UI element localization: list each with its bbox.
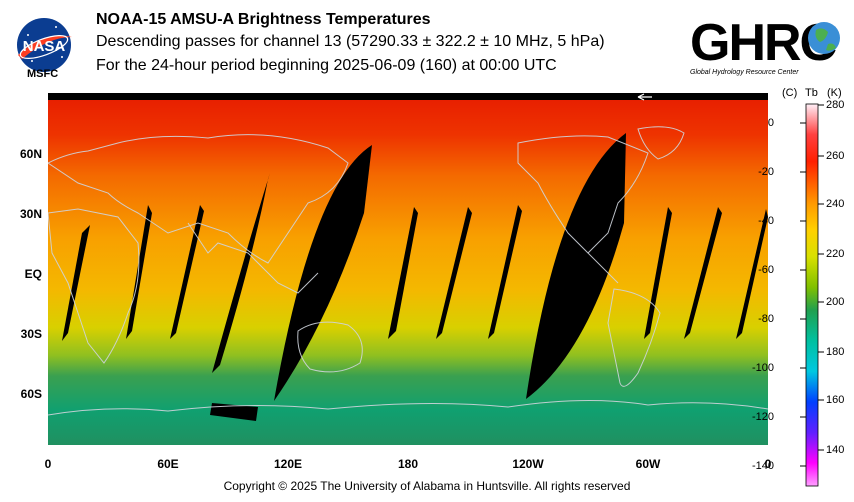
lon-label-120e: 120E — [273, 457, 303, 471]
nasa-logo: NASA — [17, 18, 72, 72]
celsius-tick-label: -100 — [751, 362, 774, 374]
coastline-india-se-asia — [187, 222, 319, 294]
celsius-tick-label: -40 — [758, 215, 774, 227]
lon-label-0-left: 0 — [44, 457, 52, 471]
pass-direction-arrow — [637, 93, 652, 101]
map-top-band — [48, 93, 768, 100]
msfc-label: MSFC — [27, 68, 59, 80]
brightness-temperature-map — [48, 93, 768, 445]
coastline-antarctica — [48, 399, 768, 416]
swath-gap — [684, 207, 722, 339]
kelvin-tick-label: 200 — [826, 296, 845, 308]
ghrc-logo: GHRC Global Hydrology Resource Center — [690, 14, 840, 76]
map-field — [48, 100, 768, 445]
colorbar-ticks — [800, 104, 824, 467]
coastline-south-america — [607, 288, 661, 387]
coastline-greenland — [637, 126, 685, 160]
lat-label-60n: 60N — [19, 147, 42, 161]
svg-text:NASA: NASA — [23, 38, 66, 55]
swath-gap — [488, 205, 522, 339]
swath-gap — [62, 225, 90, 341]
lat-label-30s: 30S — [20, 327, 42, 341]
swath-gap — [274, 145, 372, 401]
colorbar-tb-header: Tb — [805, 87, 818, 99]
celsius-tick-label: -60 — [758, 264, 774, 276]
lon-label-0-right: 0 — [764, 457, 772, 471]
kelvin-tick-label: 280 — [826, 99, 845, 111]
coastline-australia — [297, 321, 363, 373]
celsius-tick-label: -120 — [751, 411, 774, 423]
lon-label-120w: 120W — [512, 457, 544, 471]
colorbar — [800, 103, 824, 487]
page-title: NOAA-15 AMSU-A Brightness Temperatures — [96, 11, 431, 28]
swath-gap — [388, 207, 418, 339]
kelvin-tick-label: 160 — [826, 394, 845, 406]
coastline-central-america — [587, 252, 619, 284]
celsius-tick-label: -140 — [751, 460, 774, 472]
lat-label-60s: 60S — [20, 387, 42, 401]
kelvin-tick-label: 260 — [826, 150, 845, 162]
svg-text:Global Hydrology Resource Cent: Global Hydrology Resource Center — [690, 69, 799, 76]
coastline-africa — [48, 208, 140, 364]
kelvin-tick-label: 180 — [826, 346, 845, 358]
swath-gap — [644, 207, 672, 339]
swath-gap — [126, 205, 152, 339]
colorbar-kelvin-header: (K) — [827, 87, 842, 99]
lon-label-180: 180 — [397, 457, 419, 471]
colorbar-gradient — [805, 103, 819, 487]
lon-label-60e: 60E — [157, 457, 179, 471]
celsius-tick-label: -80 — [758, 313, 774, 325]
subtitle-channel: Descending passes for channel 13 (57290.… — [96, 33, 605, 50]
kelvin-tick-label: 140 — [826, 444, 845, 456]
celsius-tick-label: -20 — [758, 166, 774, 178]
swath-gap — [210, 403, 258, 421]
lon-label-60w: 60W — [635, 457, 661, 471]
lat-label-30n: 30N — [19, 207, 42, 221]
lat-label-eq: EQ — [24, 267, 42, 281]
swath-gap — [436, 207, 472, 339]
kelvin-tick-label: 220 — [826, 248, 845, 260]
celsius-tick-label: 0 — [767, 117, 774, 129]
swath-gaps — [62, 133, 768, 421]
swath-gap — [212, 173, 270, 373]
kelvin-tick-label: 240 — [826, 198, 845, 210]
header: NOAA-15 AMSU-A Brightness Temperatures D… — [96, 11, 605, 81]
colorbar-celsius-header: (C) — [782, 87, 798, 99]
coastlines — [48, 126, 768, 416]
swath-gap — [526, 133, 626, 399]
subtitle-period: For the 24-hour period beginning 2025-06… — [96, 57, 557, 74]
copyright-notice: Copyright © 2025 The University of Alaba… — [223, 479, 631, 493]
swath-gap — [736, 209, 768, 339]
swath-gap — [170, 205, 204, 339]
coastline-north-america — [517, 135, 649, 254]
coastline-europe-asia — [48, 134, 349, 264]
